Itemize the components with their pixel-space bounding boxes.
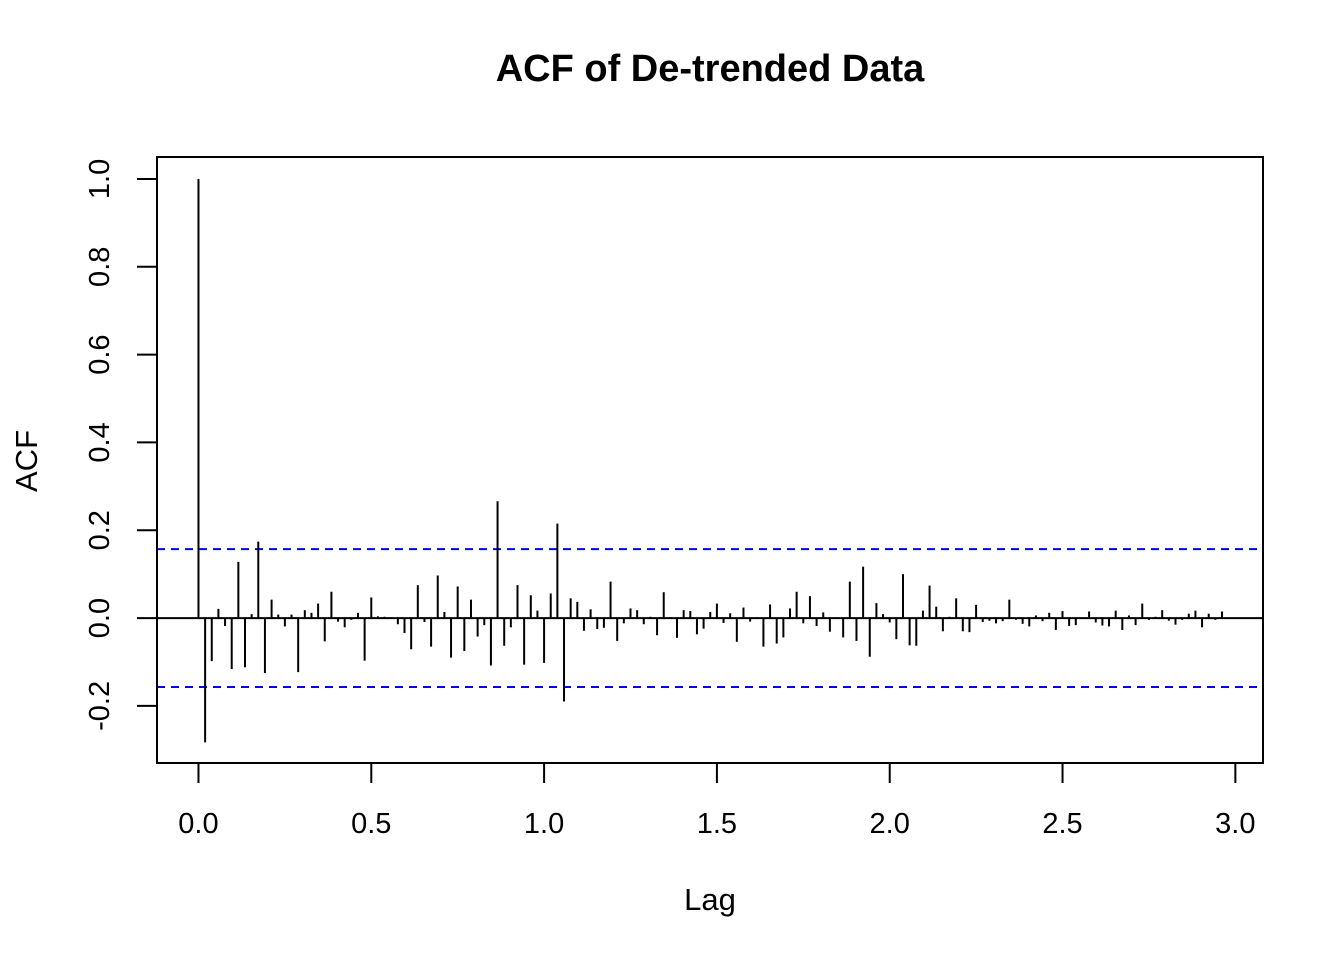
- y-tick-label: 0.8: [84, 247, 116, 287]
- x-tick-label: 3.0: [1215, 808, 1255, 840]
- x-tick-label: 1.5: [697, 808, 737, 840]
- y-tick-label: 0.0: [84, 598, 116, 638]
- y-tick-label: 1.0: [84, 159, 116, 199]
- plot-area: [157, 178, 1263, 743]
- y-axis-label: ACF: [9, 430, 44, 492]
- y-tick-label: 0.4: [84, 422, 116, 462]
- x-axis-label: Lag: [684, 882, 736, 917]
- x-tick-label: 2.5: [1042, 808, 1082, 840]
- plot-box: [156, 156, 1264, 764]
- y-tick-label: -0.2: [84, 681, 116, 731]
- y-tick-label: 0.6: [84, 334, 116, 374]
- x-tick-label: 1.0: [524, 808, 564, 840]
- y-tick-label: 0.2: [84, 510, 116, 550]
- x-tick-label: 2.0: [870, 808, 910, 840]
- chart-title: ACF of De-trended Data: [496, 48, 925, 90]
- x-tick-label: 0.5: [351, 808, 391, 840]
- x-tick-label: 0.0: [178, 808, 218, 840]
